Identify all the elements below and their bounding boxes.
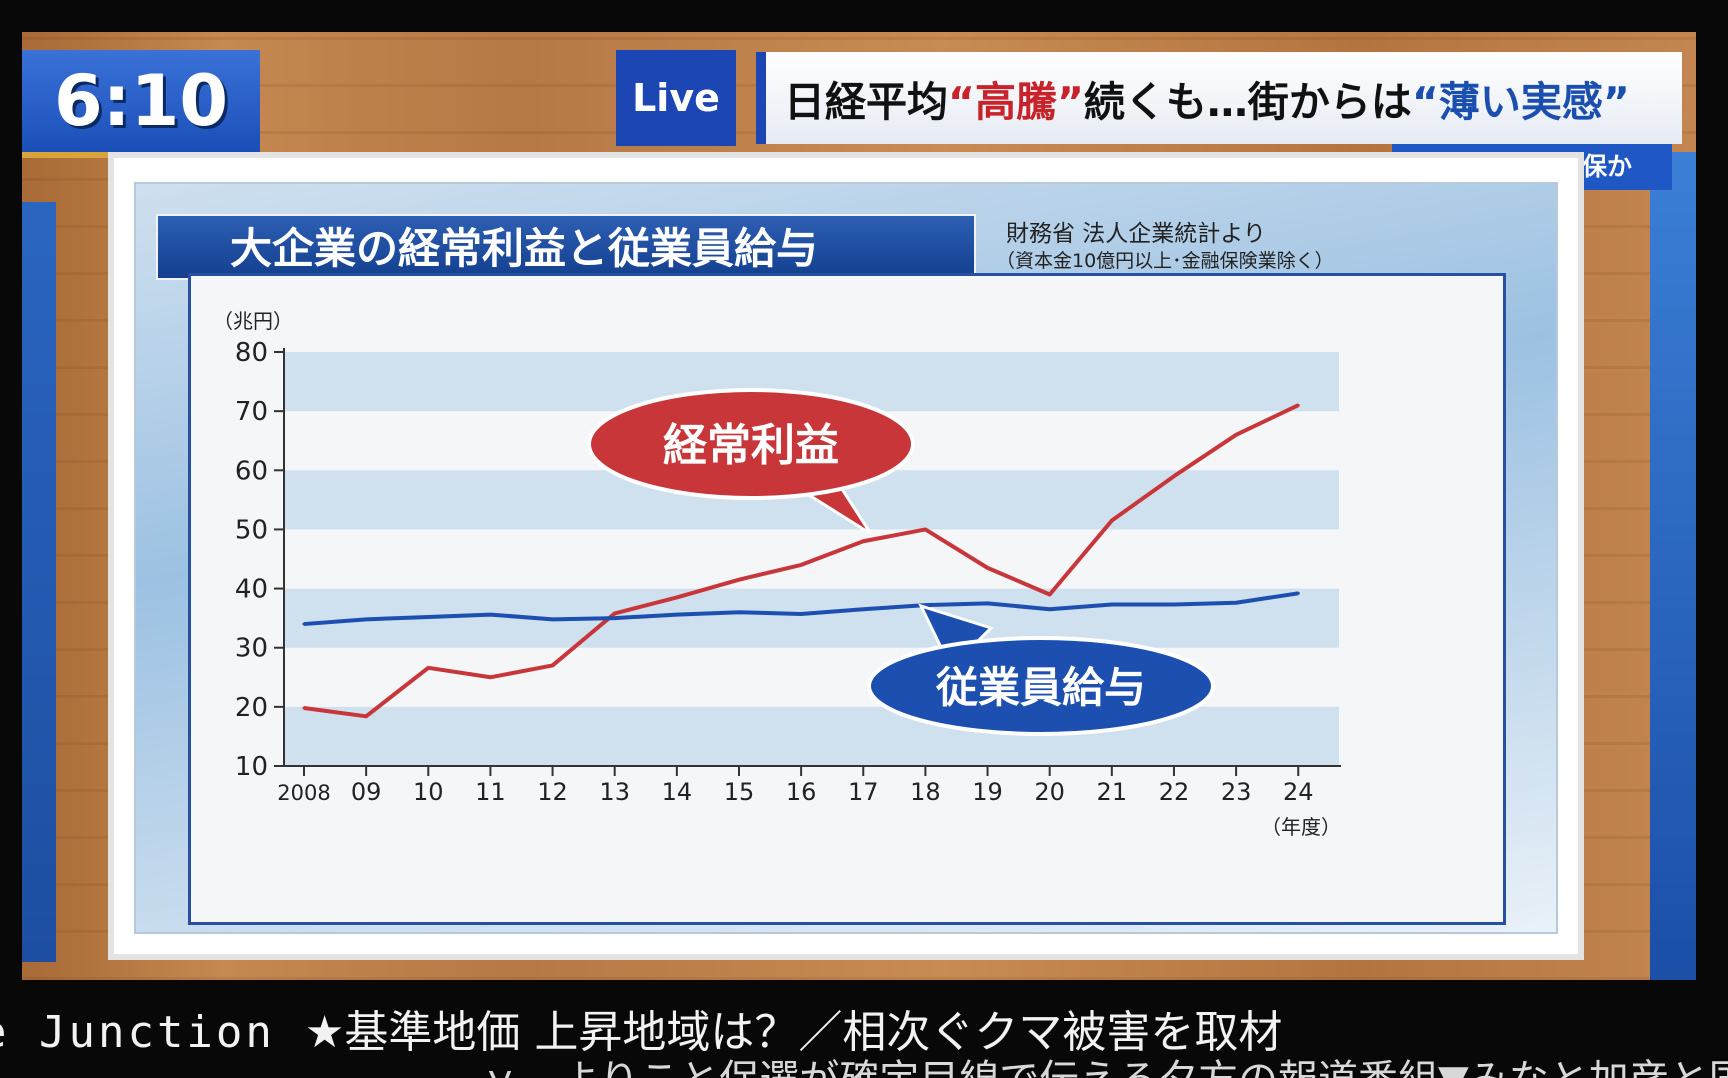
data-point xyxy=(364,617,368,621)
data-point xyxy=(799,612,803,616)
y-tick-label: 70 xyxy=(235,397,268,427)
data-point xyxy=(302,706,306,710)
headline-quote-blue: “薄い実感” xyxy=(1411,78,1630,126)
x-tick-label: 15 xyxy=(724,778,755,806)
data-point xyxy=(1048,592,1052,596)
x-tick-label: 16 xyxy=(786,778,817,806)
data-point xyxy=(675,595,679,599)
grid-band xyxy=(284,588,1339,648)
data-point xyxy=(737,610,741,614)
data-point xyxy=(1048,607,1052,611)
data-point xyxy=(488,613,492,617)
ticker-second-line: ｙ…よりこと保選が確定目線で伝える夕方の報道番組▼みなと加彦と国際 xyxy=(480,1058,1728,1078)
y-tick-label: 60 xyxy=(235,456,268,486)
x-tick-label: 09 xyxy=(351,778,382,806)
data-point xyxy=(426,615,430,619)
profit-series-label: 経常利益 xyxy=(663,420,839,471)
x-tick-label: 17 xyxy=(848,778,879,806)
ticker-program: e Junction xyxy=(0,1007,275,1058)
headline-part2: 続くも…街からは xyxy=(1083,78,1412,126)
y-tick-label: 40 xyxy=(235,575,268,605)
ticker-news: ★基準地価 上昇地域は？／相次ぐクマ被害を取材 xyxy=(304,1007,1283,1058)
y-tick-label: 80 xyxy=(235,338,268,368)
data-point xyxy=(1234,601,1238,605)
headline-part1: 日経平均 xyxy=(784,78,948,126)
chart-source: 財務省 法人企業統計より xyxy=(1006,221,1266,247)
data-point xyxy=(364,714,368,718)
clock-time: 6:10 xyxy=(53,60,229,142)
data-point xyxy=(551,663,555,667)
x-tick-label: 20 xyxy=(1034,778,1065,806)
data-point xyxy=(799,563,803,567)
data-point xyxy=(861,539,865,543)
right-blue-pillar xyxy=(1650,152,1696,980)
y-tick-label: 10 xyxy=(235,752,268,782)
data-point xyxy=(1296,591,1300,595)
y-tick-label: 30 xyxy=(235,634,268,664)
salary-callout-bubble xyxy=(867,636,1215,736)
data-point xyxy=(613,611,617,615)
chart-title: 大企業の経常利益と従業員給与 xyxy=(156,214,976,280)
data-point xyxy=(675,613,679,617)
x-tick-label: 11 xyxy=(475,778,506,806)
x-tick-label: 12 xyxy=(537,778,568,806)
data-point xyxy=(426,666,430,670)
chart-source-note: （資本金10億円以上･金融保険業除く） xyxy=(996,250,1334,272)
ticker-line: e Junction ★基準地価 上昇地域は？／相次ぐクマ被害を取材 xyxy=(0,996,1282,1060)
salary-series-label: 従業員給与 xyxy=(935,663,1146,712)
data-point xyxy=(986,566,990,570)
live-badge: Live xyxy=(616,50,736,146)
headline: 日経平均 “高騰” 続くも…街からは “薄い実感” xyxy=(756,52,1682,144)
data-point xyxy=(986,601,990,605)
x-tick-label: 19 xyxy=(972,778,1003,806)
data-point xyxy=(1172,603,1176,607)
line-chart: 80 70 60 50 40 30 20 10 （兆円） 2008 09 10 11 12 13 14 15 16… xyxy=(213,309,1341,839)
x-tick-label: 23 xyxy=(1221,778,1252,806)
x-tick-label: 10 xyxy=(413,778,444,806)
data-point xyxy=(1172,474,1176,478)
y-tick-label: 20 xyxy=(235,693,268,723)
x-tick-label: 14 xyxy=(662,778,693,806)
x-tick-label: 24 xyxy=(1283,778,1314,806)
profit-callout-bubble xyxy=(587,388,915,500)
x-tick-label: 22 xyxy=(1159,778,1190,806)
data-point xyxy=(1234,433,1238,437)
data-point xyxy=(488,675,492,679)
x-tick-label: 2008 xyxy=(277,781,330,805)
left-blue-pillar xyxy=(22,202,56,962)
x-tick-label: 13 xyxy=(599,778,630,806)
y-axis-label: （兆円） xyxy=(213,309,293,333)
x-tick-label: 21 xyxy=(1097,778,1128,806)
data-point xyxy=(551,617,555,621)
plot-panel: 80 70 60 50 40 30 20 10 （兆円） 2008 09 10 11 12 13 14 15 16… xyxy=(188,273,1506,925)
data-point xyxy=(302,622,306,626)
data-point xyxy=(1110,519,1114,523)
clock-box: 6:10 xyxy=(22,50,260,158)
data-point xyxy=(861,607,865,611)
headline-quote-red: “高騰” xyxy=(948,78,1084,126)
data-point xyxy=(1110,603,1114,607)
data-point xyxy=(1296,403,1300,407)
data-point xyxy=(923,527,927,531)
data-point xyxy=(613,616,617,620)
y-tick-label: 50 xyxy=(235,515,268,545)
x-tick-label: 18 xyxy=(910,778,941,806)
data-point xyxy=(737,578,741,582)
x-axis-label: （年度） xyxy=(1261,815,1341,839)
